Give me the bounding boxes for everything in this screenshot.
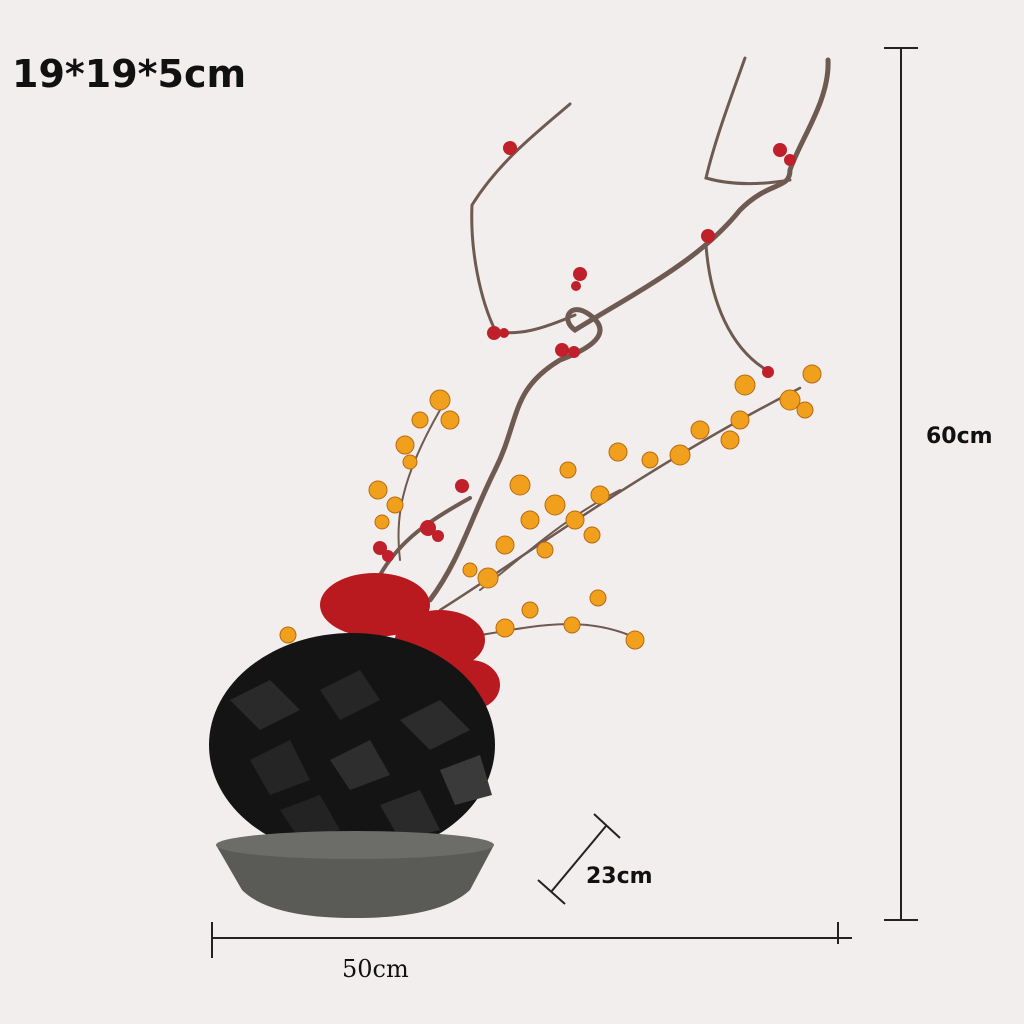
coal-sphere xyxy=(209,633,495,857)
branches xyxy=(378,56,831,641)
bowl xyxy=(216,831,494,918)
package-size-label: 19*19*5cm xyxy=(12,52,247,96)
width-dimension-line xyxy=(211,922,852,958)
height-dimension-line xyxy=(884,47,918,921)
depth-dimension-line xyxy=(537,813,621,905)
height-dimension-label: 60cm xyxy=(926,424,993,449)
branch-berries xyxy=(373,141,796,562)
depth-dimension-label: 23cm xyxy=(586,864,653,889)
width-dimension-label: 50cm xyxy=(342,955,409,983)
